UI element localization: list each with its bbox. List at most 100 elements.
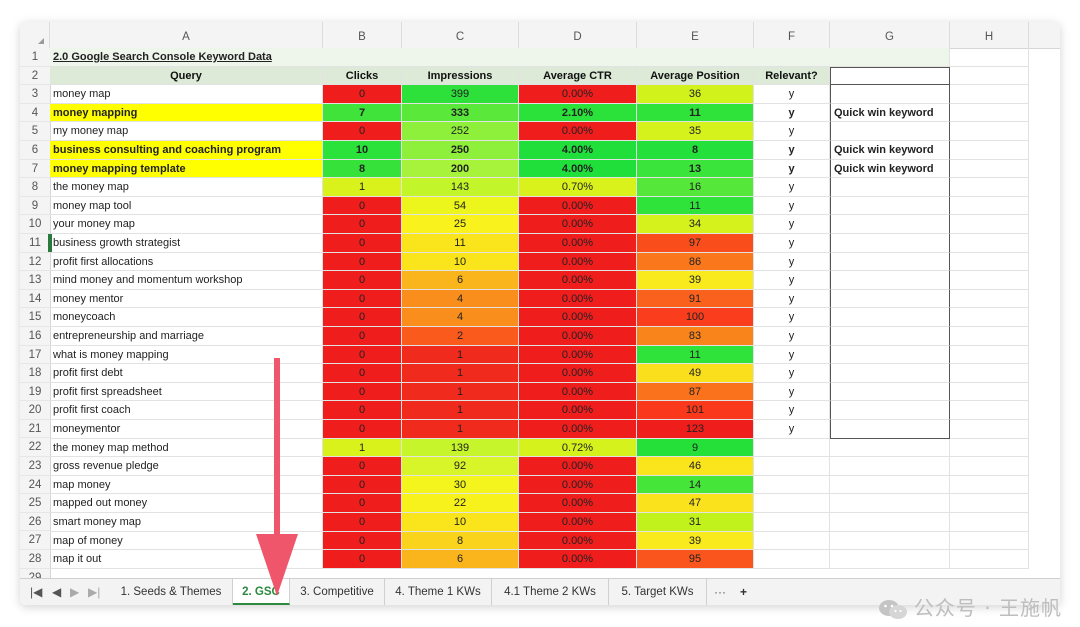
note-cell[interactable]: [830, 122, 950, 141]
position-cell[interactable]: 9: [637, 438, 754, 458]
row-header[interactable]: 3: [20, 85, 50, 104]
note-cell[interactable]: [830, 475, 950, 495]
ctr-cell[interactable]: 0.00%: [519, 382, 637, 402]
impressions-cell[interactable]: 4: [402, 289, 519, 309]
query-cell[interactable]: gross revenue pledge: [50, 457, 323, 476]
position-cell[interactable]: 34: [637, 215, 754, 234]
empty-cell[interactable]: [950, 289, 1029, 309]
row-header[interactable]: 13: [20, 271, 50, 290]
query-cell[interactable]: money mapping template: [50, 159, 323, 179]
first-sheet-icon[interactable]: |◀: [30, 585, 43, 599]
relevant-cell[interactable]: y: [754, 289, 830, 309]
relevant-cell[interactable]: y: [754, 141, 830, 160]
clicks-cell[interactable]: 0: [323, 122, 402, 141]
empty-cell[interactable]: [950, 438, 1029, 458]
query-cell[interactable]: the money map: [50, 178, 323, 197]
relevant-cell[interactable]: y: [754, 420, 830, 439]
impressions-cell[interactable]: 1: [402, 420, 519, 439]
row-header[interactable]: 24: [20, 476, 50, 495]
row-header[interactable]: 15: [20, 308, 50, 327]
impressions-cell[interactable]: 2: [402, 327, 519, 346]
ctr-cell[interactable]: 0.00%: [519, 215, 637, 234]
row-header[interactable]: 25: [20, 494, 50, 513]
empty-cell[interactable]: [950, 550, 1029, 569]
ctr-cell[interactable]: 0.00%: [519, 494, 637, 513]
empty-cell[interactable]: [950, 420, 1029, 439]
relevant-cell[interactable]: [754, 438, 830, 458]
query-cell[interactable]: money map: [50, 85, 323, 104]
ctr-cell[interactable]: 0.00%: [519, 122, 637, 141]
note-cell[interactable]: [830, 178, 950, 197]
impressions-cell[interactable]: 25: [402, 215, 519, 234]
relevant-cell[interactable]: y: [754, 271, 830, 290]
note-cell[interactable]: [830, 289, 950, 309]
position-cell[interactable]: 91: [637, 289, 754, 309]
empty-cell[interactable]: [950, 457, 1029, 476]
note-cell[interactable]: [830, 271, 950, 290]
query-cell[interactable]: map it out: [50, 550, 323, 569]
clicks-cell[interactable]: 0: [323, 345, 402, 365]
row-header[interactable]: 27: [20, 531, 50, 551]
clicks-cell[interactable]: 0: [323, 513, 402, 532]
empty-cell[interactable]: [950, 513, 1029, 532]
position-cell[interactable]: 39: [637, 271, 754, 290]
note-cell[interactable]: [830, 252, 950, 272]
row-header[interactable]: 28: [20, 550, 50, 569]
relevant-cell[interactable]: y: [754, 401, 830, 420]
relevant-cell[interactable]: y: [754, 234, 830, 253]
clicks-cell[interactable]: 1: [323, 178, 402, 197]
empty-cell[interactable]: [950, 234, 1029, 253]
tab-competitive[interactable]: 3. Competitive: [290, 579, 385, 605]
impressions-cell[interactable]: 10: [402, 513, 519, 532]
query-cell[interactable]: profit first coach: [50, 401, 323, 420]
last-sheet-icon[interactable]: ▶|: [88, 585, 101, 599]
impressions-cell[interactable]: 399: [402, 85, 519, 104]
empty-cell[interactable]: [950, 215, 1029, 234]
position-cell[interactable]: 31: [637, 513, 754, 532]
row-header[interactable]: 1: [20, 48, 50, 67]
position-cell[interactable]: 8: [637, 141, 754, 160]
relevant-cell[interactable]: [754, 550, 830, 569]
clicks-cell[interactable]: 8: [323, 159, 402, 179]
impressions-cell[interactable]: 1: [402, 382, 519, 402]
row-header[interactable]: 12: [20, 253, 50, 272]
ctr-cell[interactable]: 0.00%: [519, 234, 637, 253]
clicks-cell[interactable]: 0: [323, 308, 402, 327]
position-cell[interactable]: 47: [637, 494, 754, 513]
impressions-cell[interactable]: 1: [402, 345, 519, 365]
select-all-corner[interactable]: [20, 22, 50, 48]
position-cell[interactable]: 11: [637, 196, 754, 216]
note-cell[interactable]: [830, 364, 950, 383]
clicks-cell[interactable]: 0: [323, 196, 402, 216]
column-header-a[interactable]: A: [50, 22, 323, 48]
clicks-cell[interactable]: 0: [323, 382, 402, 402]
ctr-cell[interactable]: 0.00%: [519, 85, 637, 104]
row-header[interactable]: 14: [20, 290, 50, 309]
query-cell[interactable]: map of money: [50, 531, 323, 551]
relevant-cell[interactable]: y: [754, 215, 830, 234]
note-cell[interactable]: [830, 382, 950, 402]
impressions-cell[interactable]: 92: [402, 457, 519, 476]
ctr-cell[interactable]: 4.00%: [519, 141, 637, 160]
ctr-cell[interactable]: 0.00%: [519, 196, 637, 216]
query-cell[interactable]: moneycoach: [50, 308, 323, 327]
ctr-cell[interactable]: 0.00%: [519, 252, 637, 272]
relevant-cell[interactable]: y: [754, 252, 830, 272]
query-cell[interactable]: entrepreneurship and marriage: [50, 327, 323, 346]
relevant-cell[interactable]: y: [754, 159, 830, 179]
ctr-cell[interactable]: 0.00%: [519, 401, 637, 420]
clicks-cell[interactable]: 0: [323, 364, 402, 383]
ctr-cell[interactable]: 0.00%: [519, 364, 637, 383]
ctr-cell[interactable]: 0.00%: [519, 289, 637, 309]
empty-cell[interactable]: [950, 159, 1029, 179]
note-cell[interactable]: [830, 85, 950, 104]
query-cell[interactable]: smart money map: [50, 513, 323, 532]
tab-target-kws[interactable]: 5. Target KWs: [609, 579, 707, 605]
empty-cell[interactable]: [950, 48, 1029, 67]
position-cell[interactable]: 123: [637, 420, 754, 439]
row-header[interactable]: 22: [20, 438, 50, 458]
column-header-h[interactable]: H: [950, 22, 1029, 48]
impressions-cell[interactable]: 8: [402, 531, 519, 551]
empty-cell[interactable]: [950, 178, 1029, 197]
clicks-cell[interactable]: 0: [323, 401, 402, 420]
